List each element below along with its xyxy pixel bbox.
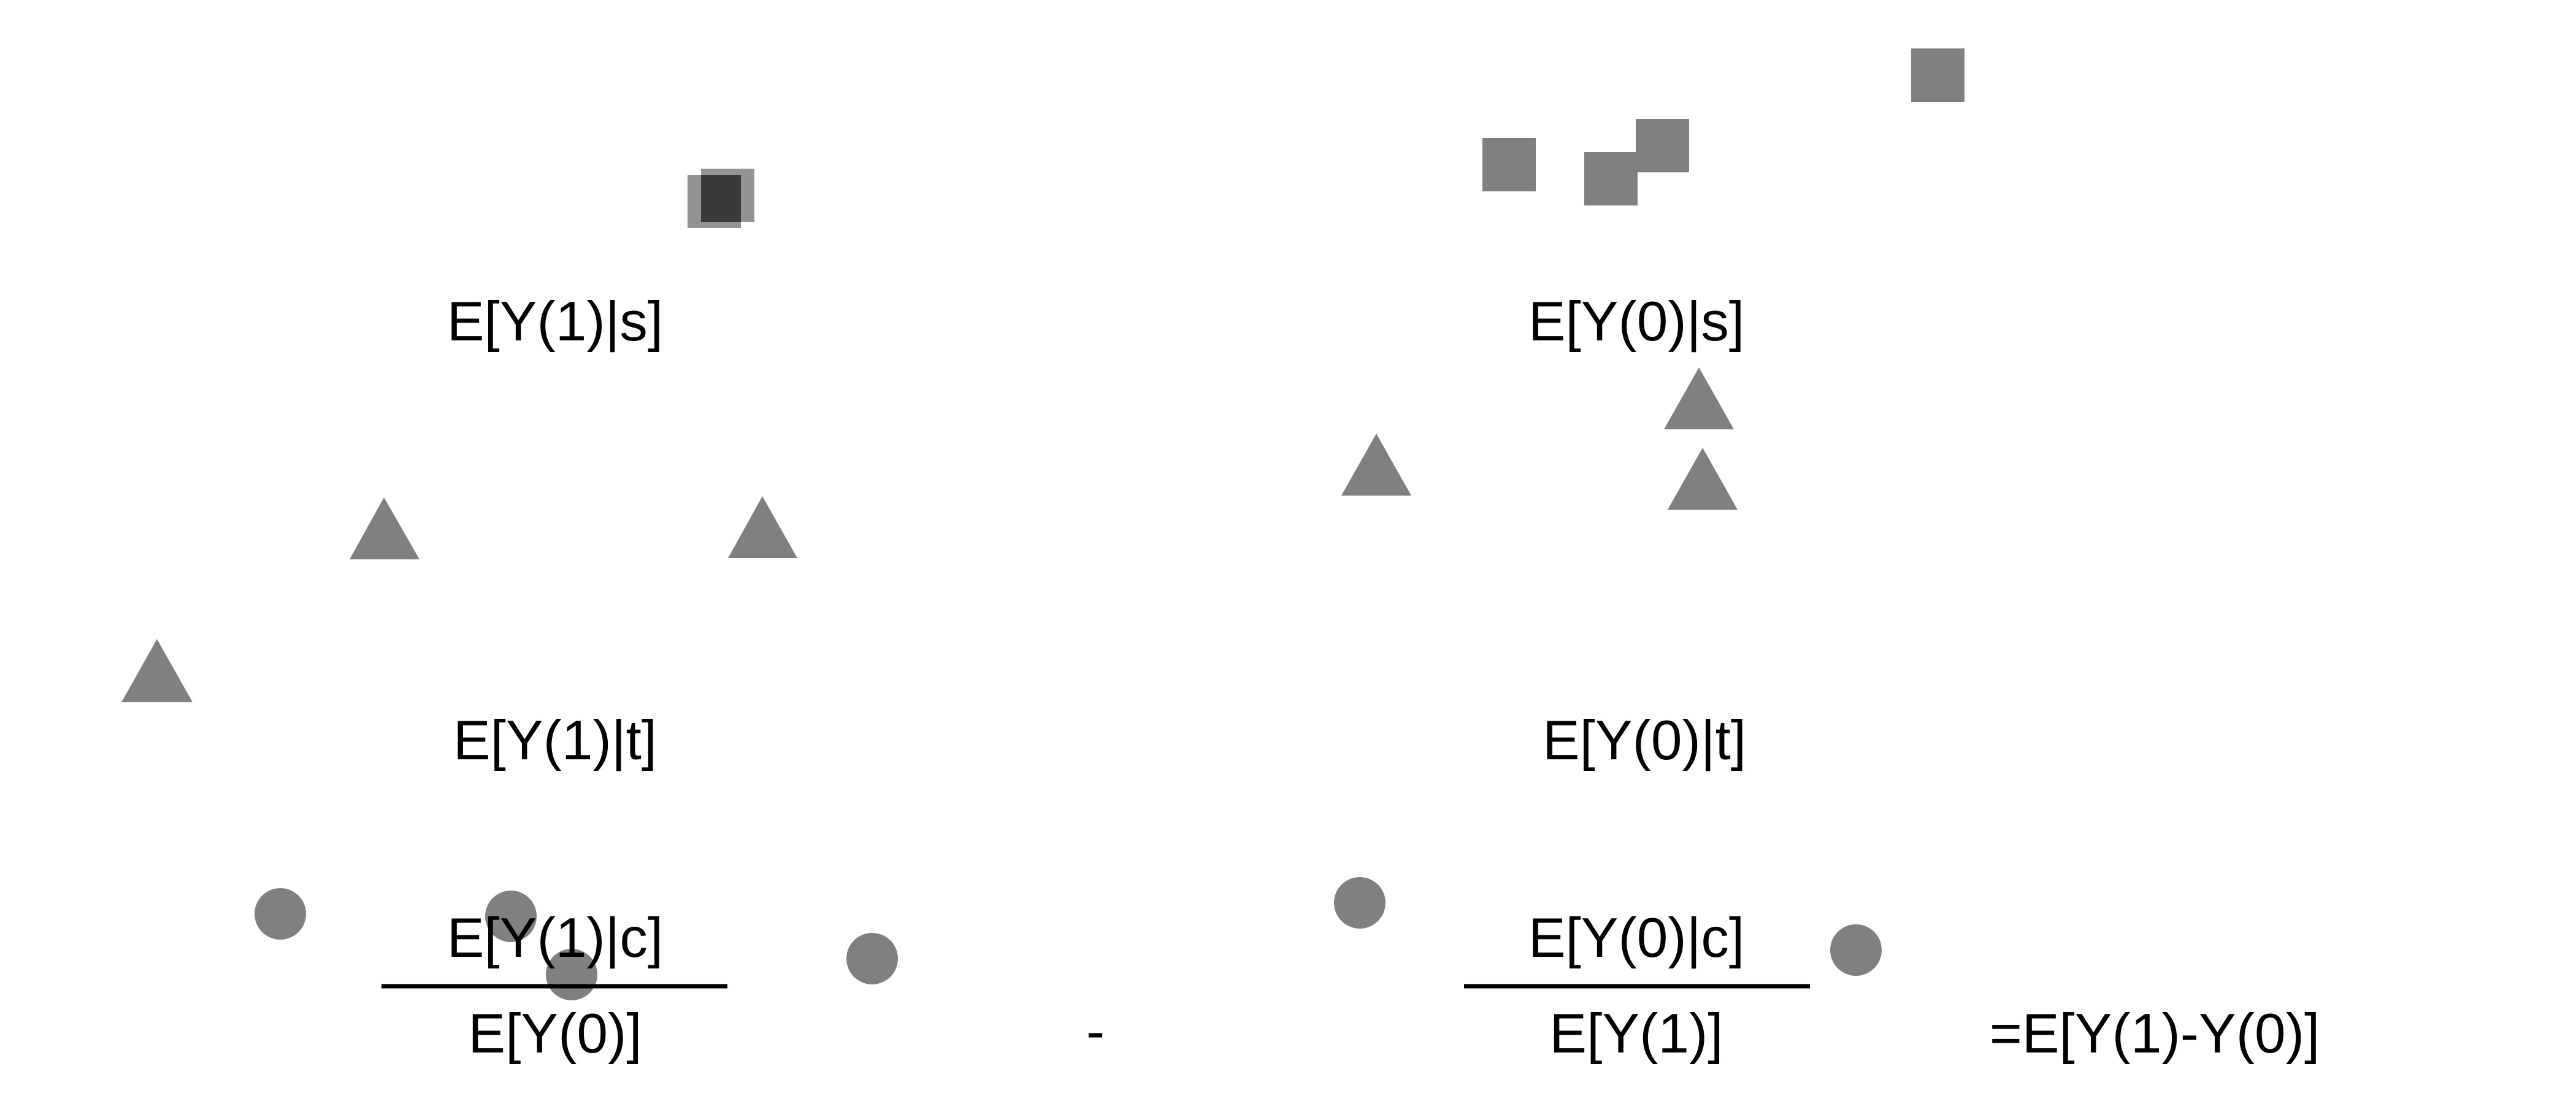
label-right-denominator: E[Y(1)] (1549, 1003, 1723, 1065)
label-y0-given-c: E[Y(0)|c] (1528, 907, 1744, 969)
right-square-group (1482, 48, 1965, 205)
left-circle-group (255, 888, 898, 1000)
square-marker (1636, 119, 1689, 172)
square-marker-overlap (701, 175, 741, 222)
label-result: =E[Y(1)-Y(0)] (1990, 1003, 2320, 1065)
square-marker (1482, 138, 1536, 191)
triangle-marker (1664, 367, 1734, 429)
right-circle-group (1334, 877, 1882, 976)
label-y1-given-t: E[Y(1)|t] (453, 710, 657, 772)
square-marker (1584, 152, 1638, 205)
circle-marker (485, 891, 537, 942)
triangle-marker (728, 496, 797, 558)
right-triangle-group (1341, 367, 1738, 510)
circle-marker (846, 933, 898, 984)
circle-marker (255, 888, 306, 940)
triangle-marker (350, 497, 420, 559)
left-triangle-group (121, 496, 797, 702)
circle-marker (1830, 924, 1882, 976)
left-square-group (688, 169, 754, 228)
triangle-marker (1668, 448, 1738, 510)
label-y0-given-s: E[Y(0)|s] (1528, 291, 1744, 353)
label-minus: - (1086, 1000, 1105, 1062)
triangle-marker (121, 639, 193, 702)
triangle-marker (1341, 434, 1411, 496)
label-y0-given-t: E[Y(0)|t] (1543, 710, 1746, 772)
square-marker (1911, 48, 1965, 102)
label-left-denominator: E[Y(0)] (468, 1003, 642, 1065)
label-y1-given-c: E[Y(1)|c] (447, 907, 663, 969)
label-y1-given-s: E[Y(1)|s] (447, 291, 663, 353)
circle-marker (1334, 877, 1386, 929)
